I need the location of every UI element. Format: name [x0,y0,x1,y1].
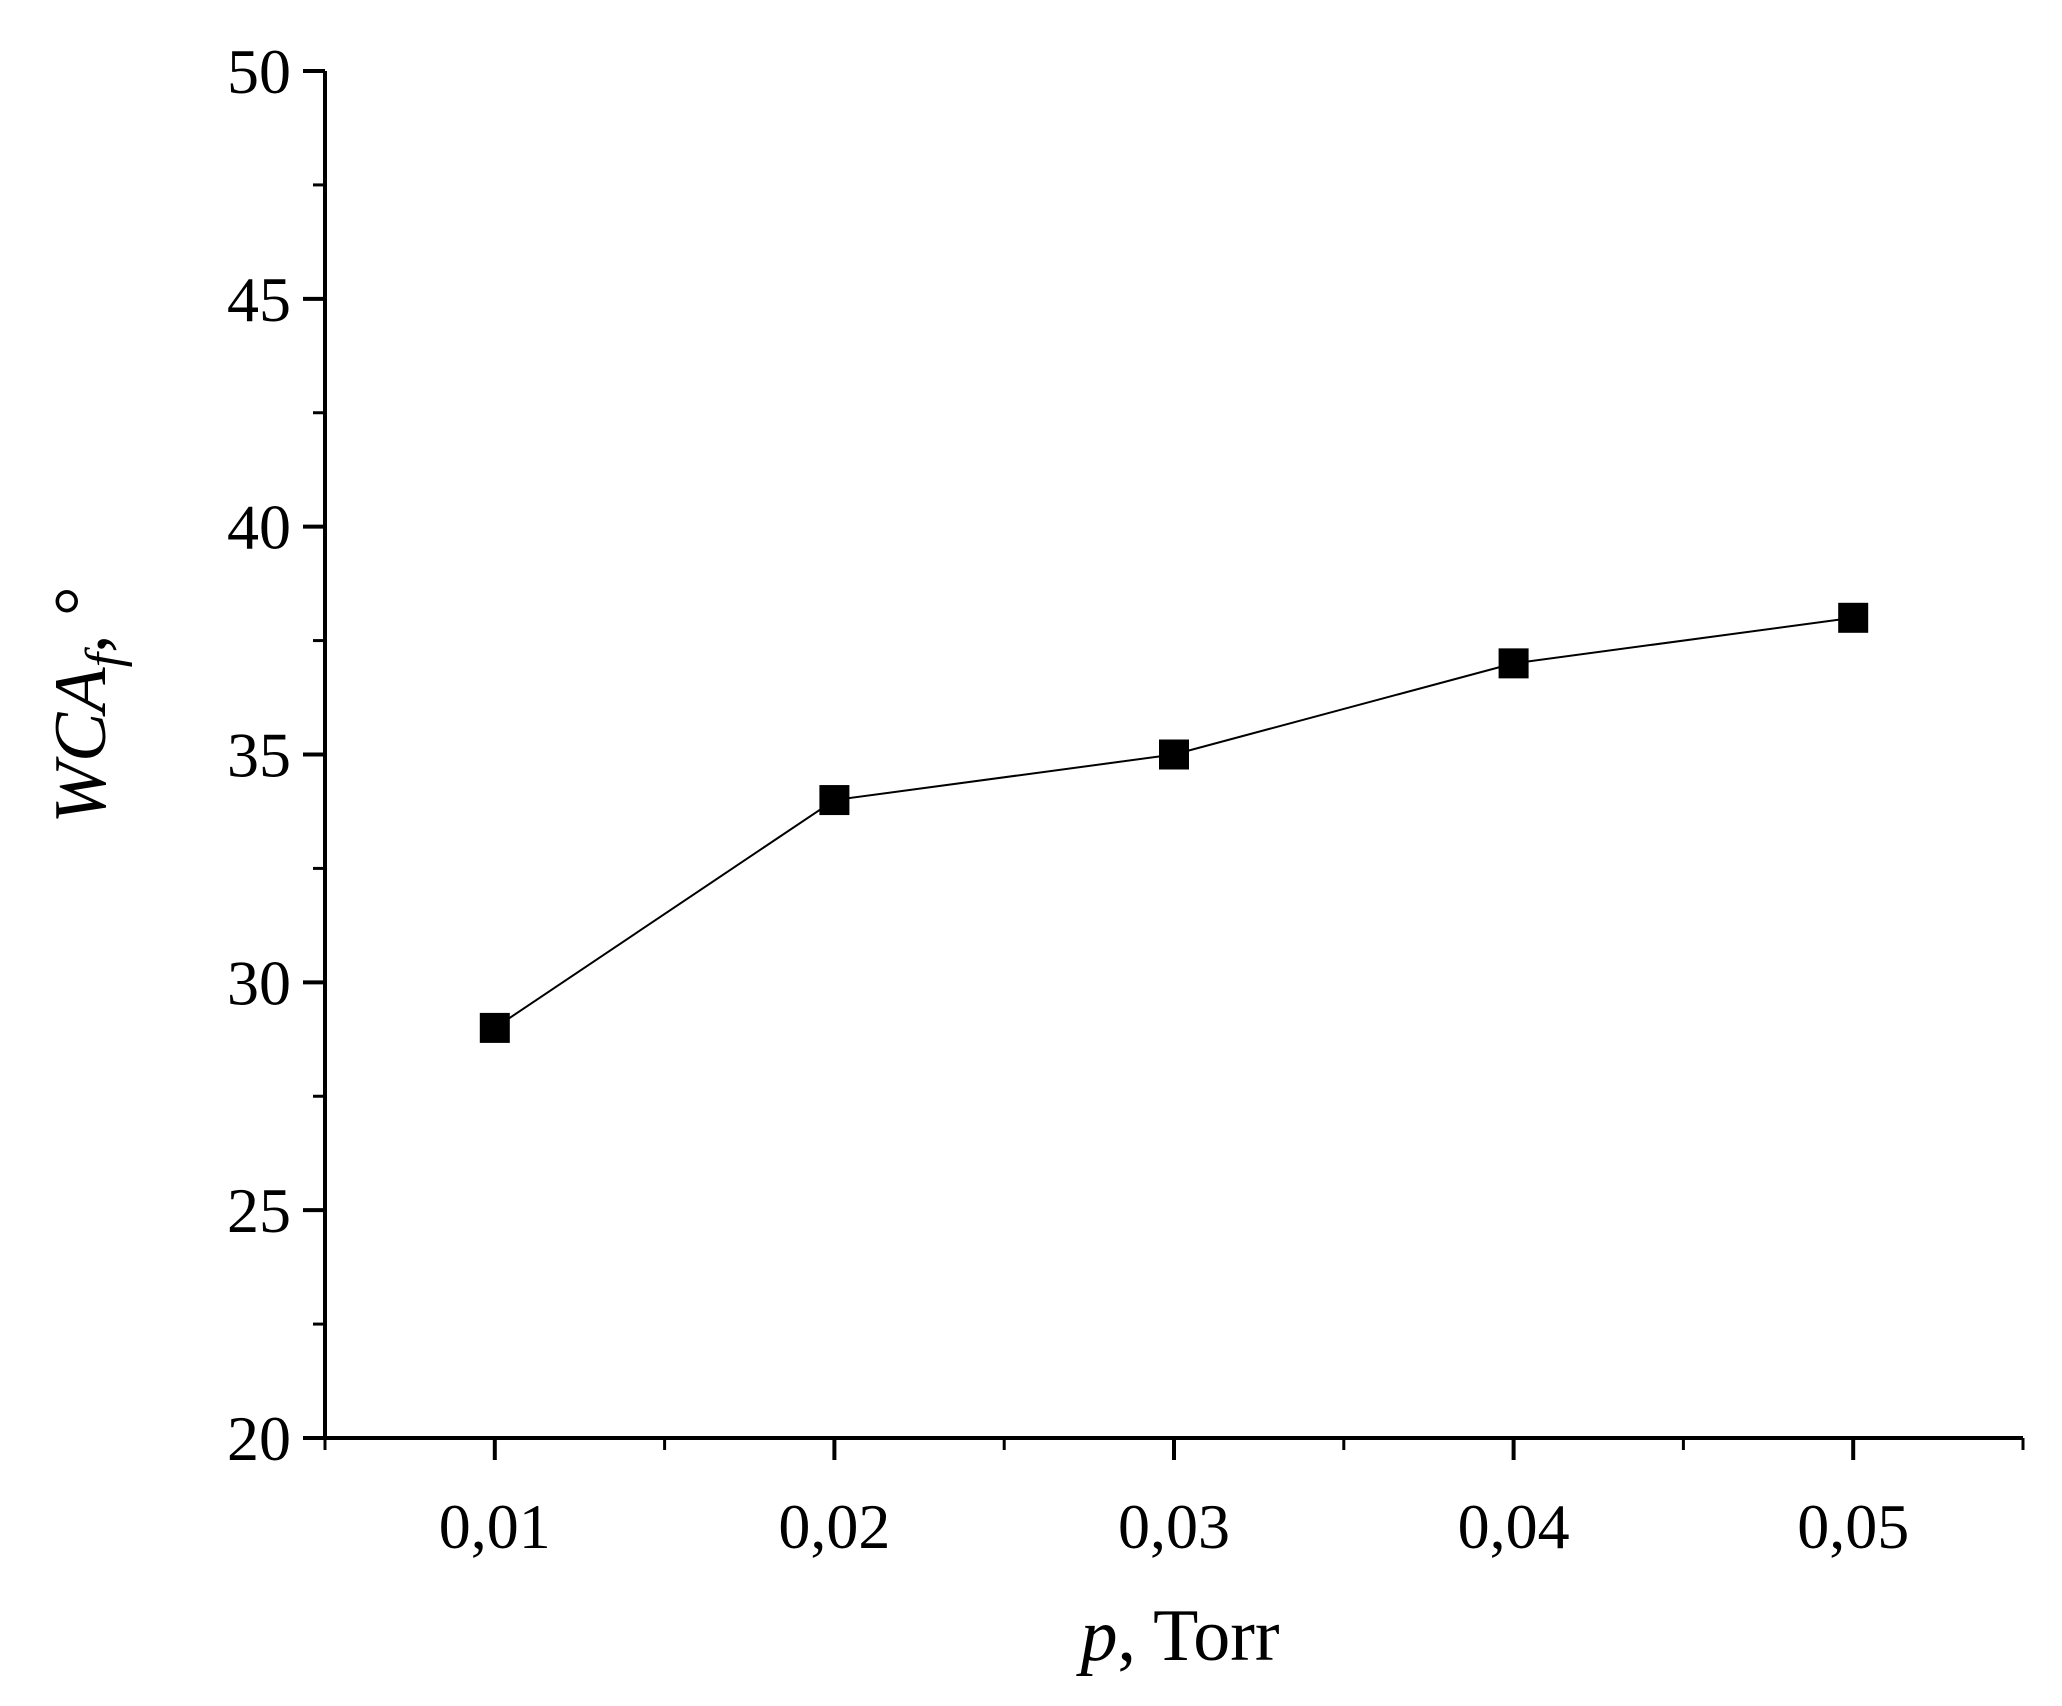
x-tick-label: 0,02 [778,1491,890,1562]
data-point-marker [1498,648,1529,679]
y-tick-label: 30 [227,947,291,1018]
y-tick-label: 45 [227,264,291,335]
data-point-marker [479,1012,510,1043]
x-axis-label: p, Torr [1076,1595,1280,1677]
y-tick-label: 20 [227,1403,291,1474]
data-point-marker [1838,602,1869,633]
x-tick-label: 0,03 [1118,1491,1230,1562]
y-axis-symbol: WCA [40,667,122,824]
y-axis-label: WCAf, ° [40,586,133,823]
data-point-marker [819,785,850,816]
y-tick-label: 40 [227,492,291,563]
data-point-marker [1159,739,1189,770]
x-axis-unit: , Torr [1118,1595,1280,1677]
x-tick-label: 0,05 [1797,1491,1909,1562]
x-axis-symbol: p [1076,1595,1118,1677]
tick-marks [303,69,2025,1460]
y-axis-unit: , ° [40,586,122,653]
tick-labels: 20 25 30 35 40 45 50 0,01 0,02 0,03 0,04 0,05 [227,36,1909,1562]
series-line [494,616,1854,1029]
data-series [479,602,1869,1043]
x-tick-label: 0,04 [1458,1491,1570,1562]
x-tick-label: 0,01 [439,1491,551,1562]
y-tick-label: 35 [227,720,291,791]
y-tick-label: 50 [227,36,291,107]
y-tick-label: 25 [227,1175,291,1246]
